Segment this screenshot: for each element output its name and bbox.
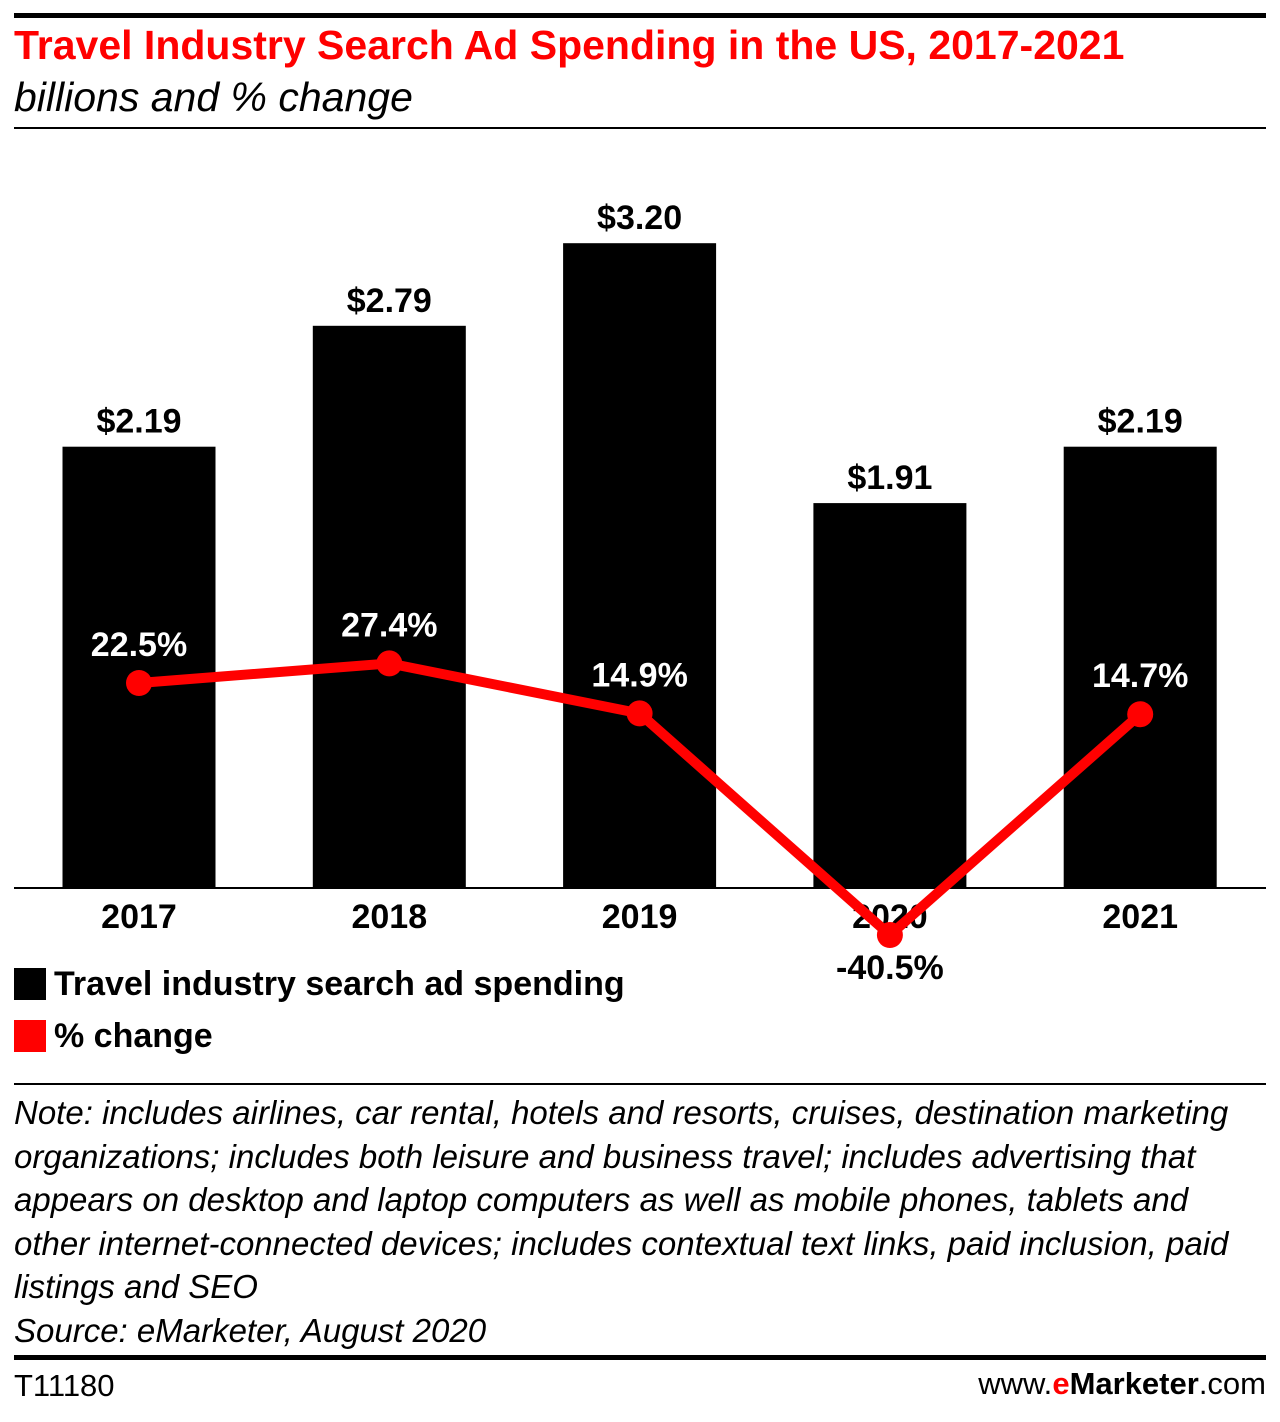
notes: Note: includes airlines, car rental, hot… [14,1091,1266,1352]
footer-rule [14,1355,1266,1360]
header-rule [14,127,1266,129]
chart-subtitle: billions and % change [14,74,413,120]
line-value-label-2021: 14.7% [1092,657,1188,695]
site-brand-e: e [1052,1366,1070,1401]
legend-item-change: % change [14,1010,625,1062]
site-brand: Marketer [1069,1366,1199,1401]
bar-2017 [62,446,216,888]
bar-value-label-2019: $3.20 [597,199,682,237]
bars-layer [62,243,1217,888]
line-point-2019 [626,700,653,727]
x-tick-2019: 2019 [602,898,678,936]
legend-swatch-spending [14,968,46,1000]
chart-title: Travel Industry Search Ad Spending in th… [14,22,1125,68]
line-value-label-2019: 14.9% [591,656,687,694]
bar-value-label-2020: $1.91 [847,459,932,497]
bar-value-label-2017: $2.19 [96,403,181,441]
top-rule [14,13,1266,18]
site-url[interactable]: www.eMarketer.com [978,1366,1266,1402]
bar-labels-layer: $2.19 $2.79 $3.20 $1.91 $2.19 [96,199,1182,497]
bar-2018 [312,325,466,888]
line-point-2017 [126,670,152,696]
legend-label-spending: Travel industry search ad spending [54,964,625,1003]
x-tick-2021: 2021 [1102,898,1178,936]
source-text: Source: eMarketer, August 2020 [14,1311,487,1349]
legend-swatch-change [14,1020,46,1052]
line-layer: 22.5% 27.4% 14.9% -40.5% 14.7% [91,606,1189,987]
line-point-2021 [1127,701,1154,728]
chart-id: T11180 [14,1368,115,1403]
line-point-2018 [376,650,403,677]
line-value-label-2018: 27.4% [341,606,437,644]
bar-value-label-2021: $2.19 [1098,403,1183,441]
line-value-label-2017: 22.5% [91,626,187,664]
legend: Travel industry search ad spending % cha… [14,958,625,1062]
bar-2021 [1063,446,1217,888]
bar-2020 [813,503,967,888]
legend-label-change: % change [54,1016,213,1055]
note-text: Note: includes airlines, car rental, hot… [14,1094,1229,1305]
bar-2019 [563,243,717,888]
x-tick-labels: 2017 2018 2019 2020 2021 [101,898,1178,936]
bar-line-chart: $2.19 $2.79 $3.20 $1.91 $2.19 2017 2018 2019 20… [14,199,1266,987]
line-value-label-2020: -40.5% [836,949,944,987]
site-suffix: .com [1198,1366,1266,1401]
legend-item-spending: Travel industry search ad spending [14,958,625,1010]
x-tick-2018: 2018 [351,898,427,936]
site-prefix: www. [978,1366,1053,1401]
line-point-2020 [876,922,903,948]
x-tick-2017: 2017 [101,898,177,936]
bar-value-label-2018: $2.79 [347,282,432,320]
note-rule [14,1083,1266,1085]
